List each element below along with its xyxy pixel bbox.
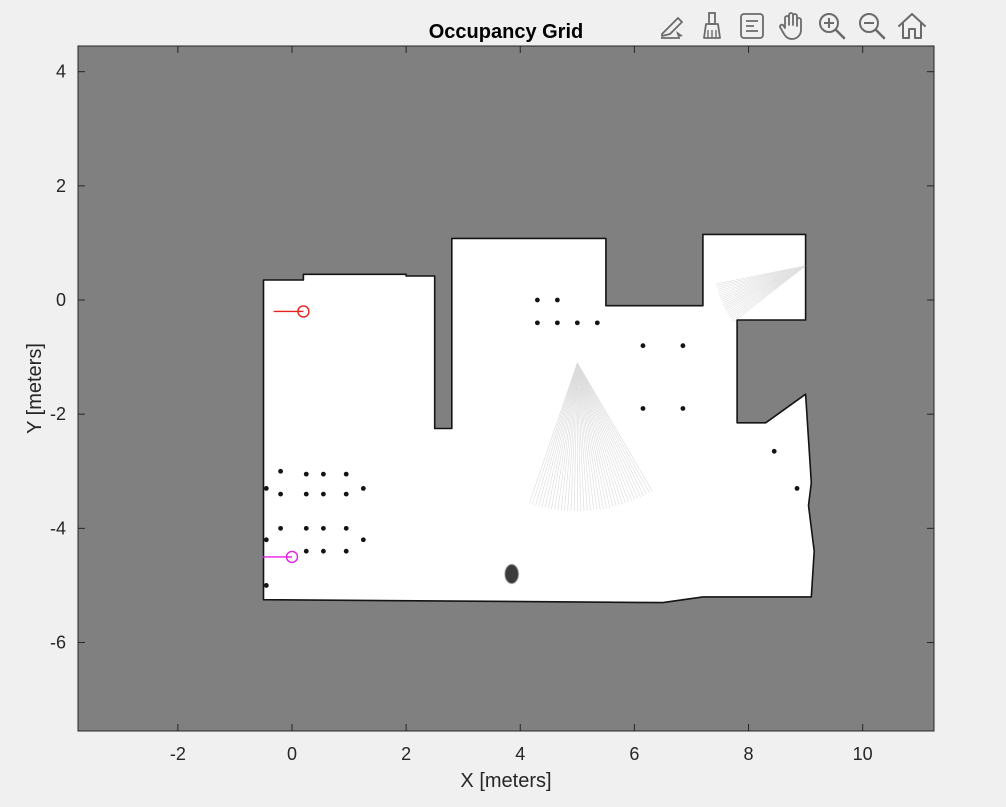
obstacle-point xyxy=(535,298,540,303)
x-tick-label: 6 xyxy=(629,744,639,764)
zoom-in-button[interactable] xyxy=(812,6,852,46)
home-button[interactable] xyxy=(892,6,932,46)
obstacle-point xyxy=(278,526,283,531)
obstacle-point xyxy=(681,406,686,411)
axes-toolbar xyxy=(652,6,932,46)
x-tick-label: 0 xyxy=(287,744,297,764)
obstacle-point xyxy=(344,526,349,531)
edit-plot-button[interactable] xyxy=(652,6,692,46)
obstacle-point xyxy=(344,492,349,497)
obstacle-point xyxy=(321,472,326,477)
obstacle-point xyxy=(264,486,269,491)
obstacle-point xyxy=(304,526,309,531)
obstacle-point xyxy=(278,492,283,497)
brush-button[interactable] xyxy=(692,6,732,46)
obstacle-point xyxy=(361,486,366,491)
y-axis-label: Y [meters] xyxy=(24,343,46,434)
obstacle-point xyxy=(344,549,349,554)
obstacle-blob xyxy=(505,564,519,583)
y-tick-label: 0 xyxy=(56,290,66,310)
obstacle-point xyxy=(304,549,309,554)
brush-icon xyxy=(696,10,728,42)
zoom-in-icon xyxy=(816,10,848,42)
data-tips-icon xyxy=(736,10,768,42)
obstacle-point xyxy=(595,320,600,325)
obstacle-point xyxy=(535,320,540,325)
obstacle-point xyxy=(555,320,560,325)
x-tick-label: 8 xyxy=(744,744,754,764)
chart-title: Occupancy Grid xyxy=(429,21,584,43)
x-tick-label: 10 xyxy=(853,744,873,764)
pan-hand-icon xyxy=(776,10,808,42)
home-icon xyxy=(896,10,928,42)
edit-plot-icon xyxy=(656,10,688,42)
obstacle-point xyxy=(344,472,349,477)
obstacle-point xyxy=(304,492,309,497)
obstacle-point xyxy=(264,583,269,588)
obstacle-point xyxy=(264,537,269,542)
obstacle-point xyxy=(641,406,646,411)
y-tick-label: -6 xyxy=(50,633,66,653)
x-tick-label: 2 xyxy=(401,744,411,764)
obstacle-point xyxy=(278,469,283,474)
y-tick-label: 4 xyxy=(56,62,66,82)
y-tick-label: 2 xyxy=(56,176,66,196)
data-tips-button[interactable] xyxy=(732,6,772,46)
free-space-region xyxy=(264,234,815,602)
map-layer xyxy=(262,234,814,602)
y-tick-label: -2 xyxy=(50,404,66,424)
pan-button[interactable] xyxy=(772,6,812,46)
obstacle-point xyxy=(795,486,800,491)
x-tick-label: 4 xyxy=(515,744,525,764)
obstacle-point xyxy=(555,298,560,303)
zoom-out-button[interactable] xyxy=(852,6,892,46)
obstacle-point xyxy=(772,449,777,454)
y-tick-label: -4 xyxy=(50,518,66,538)
x-axis-label: X [meters] xyxy=(460,770,551,792)
zoom-out-icon xyxy=(856,10,888,42)
obstacle-point xyxy=(321,549,326,554)
obstacle-point xyxy=(304,472,309,477)
obstacle-point xyxy=(641,343,646,348)
obstacle-point xyxy=(575,320,580,325)
obstacle-point xyxy=(681,343,686,348)
x-tick-label: -2 xyxy=(170,744,186,764)
obstacle-point xyxy=(361,537,366,542)
obstacle-point xyxy=(321,526,326,531)
obstacle-point xyxy=(321,492,326,497)
